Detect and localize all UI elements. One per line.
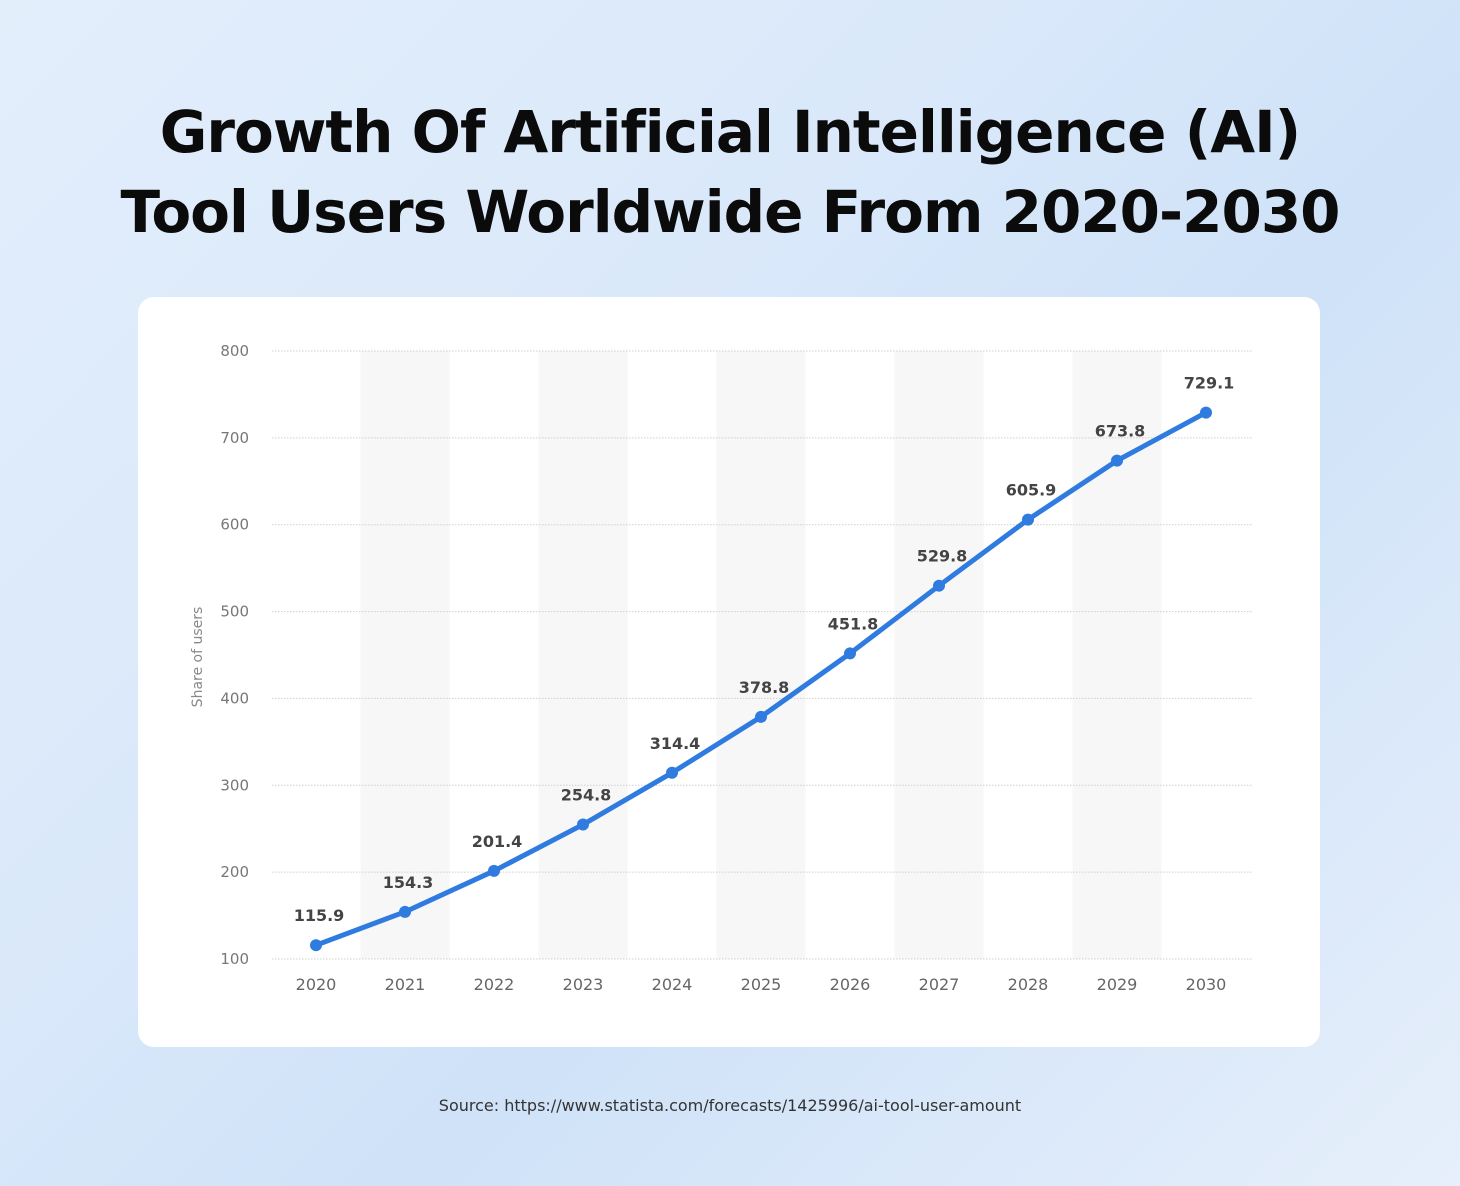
data-label: 729.1: [1184, 374, 1235, 393]
x-tick-label: 2029: [1097, 975, 1138, 994]
data-point: [488, 864, 500, 877]
data-label: 115.9: [294, 906, 345, 925]
y-tick-label: 600: [220, 516, 249, 534]
data-point: [577, 818, 589, 831]
y-tick-label: 400: [220, 689, 249, 707]
y-tick-label: 300: [220, 776, 249, 794]
data-label: 605.9: [1006, 481, 1057, 500]
column-band: [894, 351, 984, 959]
x-tick-label: 2021: [385, 975, 426, 994]
title-line-1: Growth Of Artificial Intelligence (AI): [159, 98, 1301, 166]
column-band: [538, 351, 628, 959]
x-tick-label: 2023: [563, 975, 604, 994]
data-label: 201.4: [472, 832, 523, 851]
data-point: [1022, 513, 1034, 526]
data-label: 378.8: [739, 678, 790, 697]
data-point: [1111, 454, 1123, 467]
data-label: 451.8: [828, 614, 879, 633]
data-point: [399, 905, 411, 918]
y-tick-label: 700: [220, 429, 249, 447]
y-tick-label: 100: [220, 950, 249, 968]
data-point: [933, 579, 945, 592]
data-point: [310, 939, 322, 952]
x-tick-label: 2020: [296, 975, 337, 994]
data-label: 529.8: [917, 547, 968, 566]
data-label: 254.8: [561, 786, 612, 805]
column-band: [716, 351, 806, 959]
data-label: 154.3: [383, 873, 434, 892]
data-point: [844, 647, 856, 660]
x-tick-label: 2026: [830, 975, 871, 994]
chart-title: Growth Of Artificial Intelligence (AI) T…: [0, 92, 1460, 252]
x-tick-label: 2025: [741, 975, 782, 994]
y-axis-label: Share of users: [190, 607, 206, 708]
data-point: [755, 710, 767, 723]
data-point: [1200, 406, 1212, 419]
x-tick-label: 2028: [1008, 975, 1049, 994]
x-tick-label: 2024: [652, 975, 693, 994]
source-text: Source: https://www.statista.com/forecas…: [438, 1096, 1022, 1115]
column-band: [1072, 351, 1162, 959]
x-tick-label: 2027: [919, 975, 960, 994]
data-label: 314.4: [650, 734, 701, 753]
x-tick-label: 2022: [474, 975, 515, 994]
y-tick-label: 500: [220, 603, 249, 621]
y-tick-label: 800: [220, 342, 249, 360]
y-tick-label: 200: [220, 863, 249, 881]
data-label: 673.8: [1095, 422, 1146, 441]
title-line-2: Tool Users Worldwide From 2020-2030: [120, 178, 1340, 246]
column-band: [360, 351, 450, 959]
data-point: [666, 766, 678, 779]
x-tick-label: 2030: [1186, 975, 1227, 994]
